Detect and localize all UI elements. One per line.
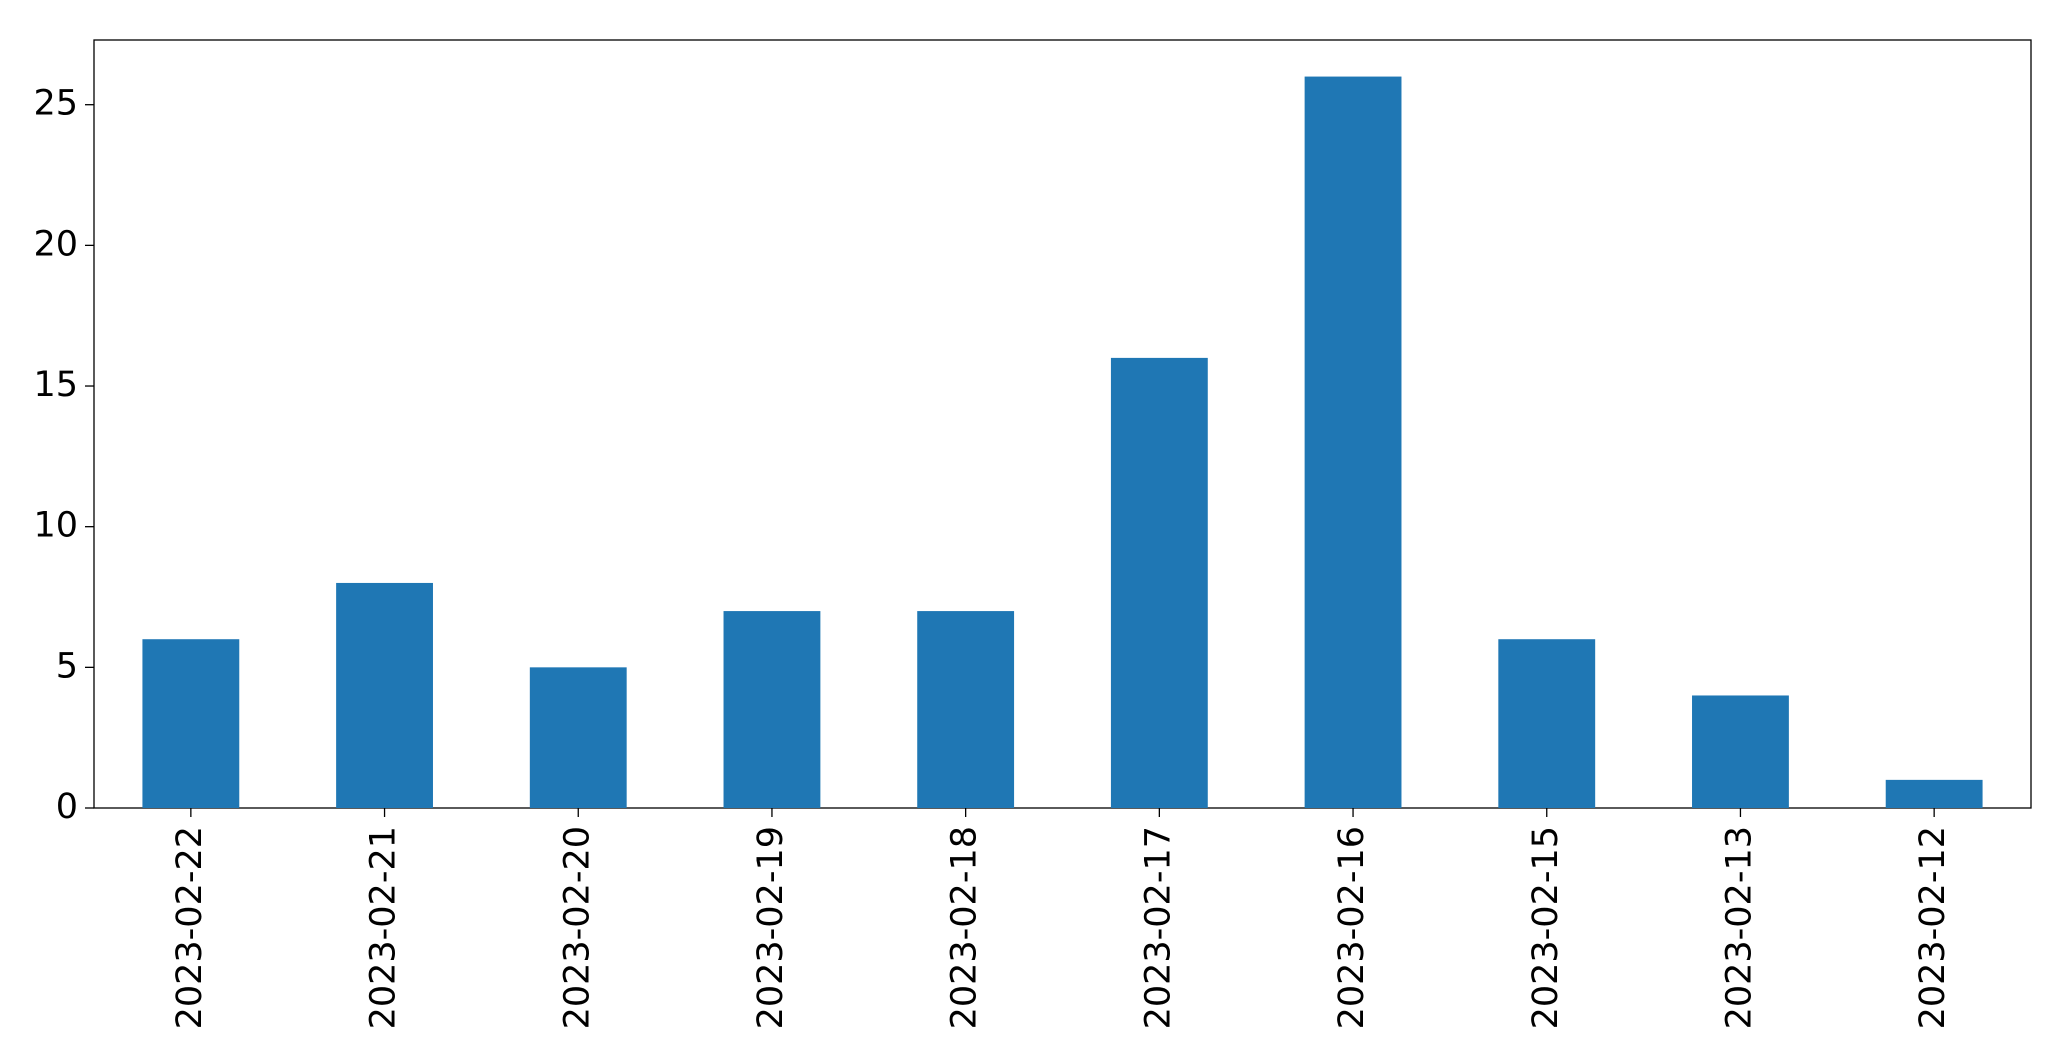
bar <box>1304 76 1402 809</box>
y-tick-label: 20 <box>33 224 78 264</box>
bar <box>336 582 433 808</box>
bar <box>1692 695 1789 808</box>
y-tick-label: 15 <box>33 365 78 405</box>
x-tick-label: 2023-02-19 <box>751 826 791 1029</box>
bar <box>917 611 1015 808</box>
bar <box>142 639 240 808</box>
bar <box>529 667 627 808</box>
x-tick-label: 2023-02-22 <box>170 826 210 1029</box>
x-tick-label: 2023-02-12 <box>1913 826 1953 1029</box>
plot-frame <box>93 39 2032 809</box>
x-tick-label: 2023-02-21 <box>364 826 404 1029</box>
x-tick-label: 2023-02-15 <box>1526 826 1566 1029</box>
bar <box>723 611 821 808</box>
y-tick-label: 10 <box>33 506 78 546</box>
x-tick-label: 2023-02-17 <box>1138 826 1178 1029</box>
bar <box>1885 779 1983 808</box>
y-tick-label: 5 <box>56 646 78 686</box>
x-tick-label: 2023-02-18 <box>945 826 985 1029</box>
bar <box>1498 639 1596 808</box>
y-tick-label: 25 <box>33 84 78 124</box>
bar <box>1110 357 1208 808</box>
x-tick-label: 2023-02-13 <box>1719 826 1759 1029</box>
x-tick-label: 2023-02-20 <box>557 826 597 1029</box>
x-tick-label: 2023-02-16 <box>1332 826 1372 1029</box>
y-tick-label: 0 <box>56 787 78 827</box>
